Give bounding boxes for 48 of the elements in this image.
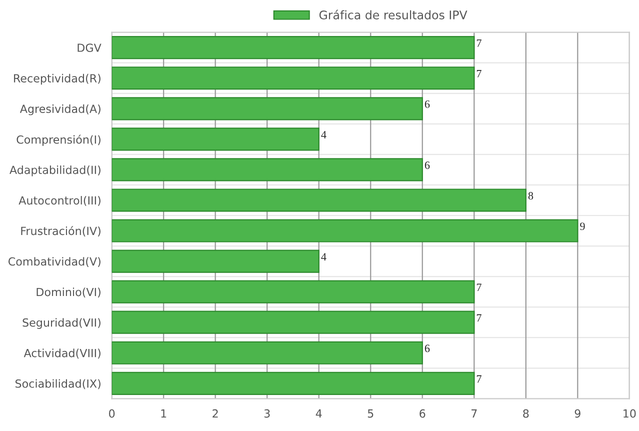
bar xyxy=(112,97,423,120)
bar xyxy=(112,36,475,60)
x-tick-label: 2 xyxy=(212,409,218,418)
x-tick-label: 7 xyxy=(472,409,477,418)
data-label: 6 xyxy=(424,344,430,352)
data-label: 6 xyxy=(424,162,430,169)
x-tick-label: 0 xyxy=(109,409,115,418)
bar xyxy=(112,372,475,395)
bar xyxy=(112,219,578,242)
x-tick-label: 9 xyxy=(574,409,580,418)
bar xyxy=(112,128,320,151)
data-label: 8 xyxy=(528,192,534,200)
bar xyxy=(112,250,320,273)
data-label: 7 xyxy=(476,39,482,47)
y-tick-label: Dominio(VI) xyxy=(36,288,100,298)
y-tick-label: Sociabilidad(IX) xyxy=(15,379,100,390)
y-tick-label: Adaptabilidad(II) xyxy=(10,165,100,176)
bar xyxy=(112,341,423,364)
data-label: 4 xyxy=(321,131,326,138)
y-tick-label: Receptividad(R) xyxy=(14,74,100,85)
data-label: 6 xyxy=(424,100,430,108)
bar xyxy=(112,280,475,304)
data-label: 7 xyxy=(476,284,482,291)
y-tick-label: Combatividad(V) xyxy=(8,257,100,267)
bar xyxy=(112,310,475,334)
y-tick-label: DGV xyxy=(78,44,102,52)
y-tick-label: Agresividad(A) xyxy=(20,104,100,116)
data-label: 7 xyxy=(476,314,482,322)
x-tick-label: 4 xyxy=(316,409,322,418)
bar xyxy=(112,158,423,182)
x-tick-label: 8 xyxy=(523,409,529,418)
y-tick-label: Frustración(IV) xyxy=(21,226,100,236)
bar xyxy=(112,66,475,90)
x-tick-label: 3 xyxy=(264,409,270,418)
x-tick-label: 10 xyxy=(624,409,636,418)
data-label: 9 xyxy=(580,222,585,230)
data-label: 7 xyxy=(476,375,482,383)
y-tick-label: Comprensión(I) xyxy=(16,134,100,146)
data-label: 4 xyxy=(321,253,326,260)
legend-label: Gráfica de resultados IPV xyxy=(319,10,468,20)
x-tick-label: 1 xyxy=(161,409,166,418)
x-tick-label: 5 xyxy=(368,409,374,418)
data-label: 7 xyxy=(476,70,482,78)
y-tick-label: Autocontrol(III) xyxy=(18,196,100,206)
bar xyxy=(112,188,526,212)
x-tick-label: 6 xyxy=(420,409,426,418)
y-tick-label: Seguridad(VII) xyxy=(22,318,100,329)
y-tick-label: Actividad(VIII) xyxy=(24,348,100,359)
